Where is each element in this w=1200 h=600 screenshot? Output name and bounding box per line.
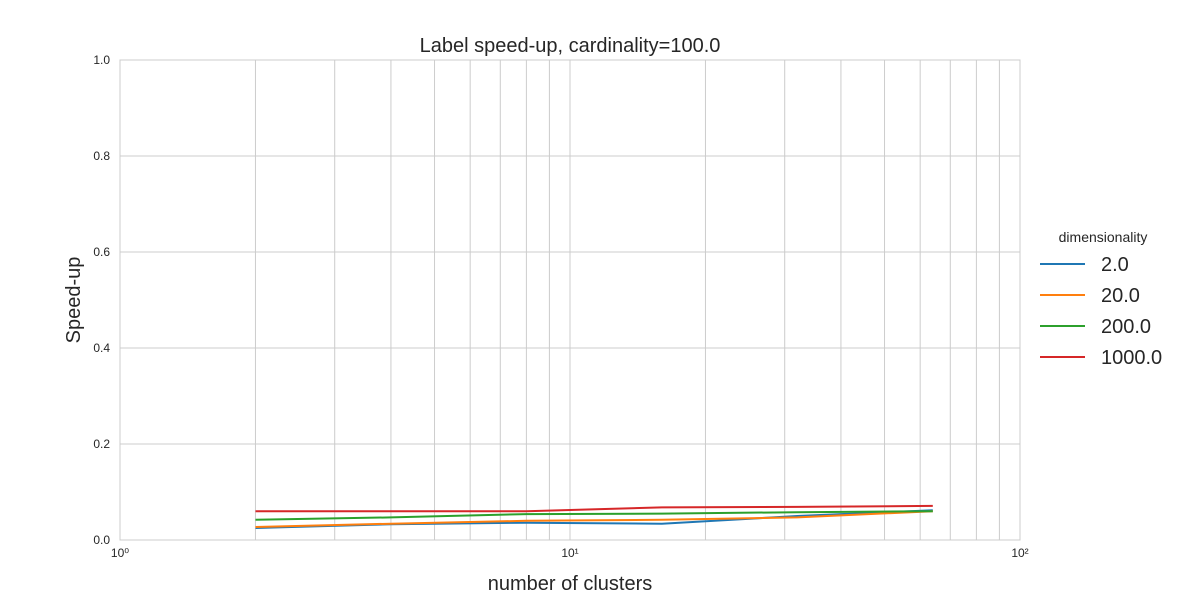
series-line <box>255 504 933 513</box>
grid <box>119 59 1021 541</box>
series-layer <box>255 504 933 529</box>
y-tick-label: 0.0 <box>93 533 110 547</box>
legend-label: 20.0 <box>1101 285 1140 307</box>
legend-label: 2.0 <box>1101 254 1129 276</box>
x-tick-label: 10¹ <box>561 546 578 560</box>
plot-frame <box>119 59 1021 541</box>
x-axis-label: number of clusters <box>488 573 653 595</box>
series-line <box>255 510 933 521</box>
y-axis-label: Speed-up <box>63 257 85 344</box>
legend-title: dimensionality <box>1059 229 1148 245</box>
y-tick-label: 0.2 <box>93 437 110 451</box>
x-tick-label: 10⁰ <box>111 546 129 560</box>
legend-label: 200.0 <box>1101 316 1151 338</box>
y-tick-label: 0.4 <box>93 341 110 355</box>
chart-title: Label speed-up, cardinality=100.0 <box>420 35 721 57</box>
y-tick-labels: 0.0 0.2 0.4 0.6 0.8 1.0 <box>93 53 110 547</box>
y-tick-label: 0.8 <box>93 149 110 163</box>
y-tick-label: 0.6 <box>93 245 110 259</box>
legend-label: 1000.0 <box>1101 347 1162 369</box>
x-tick-labels: 10⁰ 10¹ 10² <box>111 546 1029 560</box>
legend: dimensionality 2.0 20.0 200.0 1000.0 <box>1040 229 1162 369</box>
x-tick-label: 10² <box>1011 546 1028 560</box>
series-line <box>255 510 933 528</box>
y-tick-label: 1.0 <box>93 53 110 67</box>
